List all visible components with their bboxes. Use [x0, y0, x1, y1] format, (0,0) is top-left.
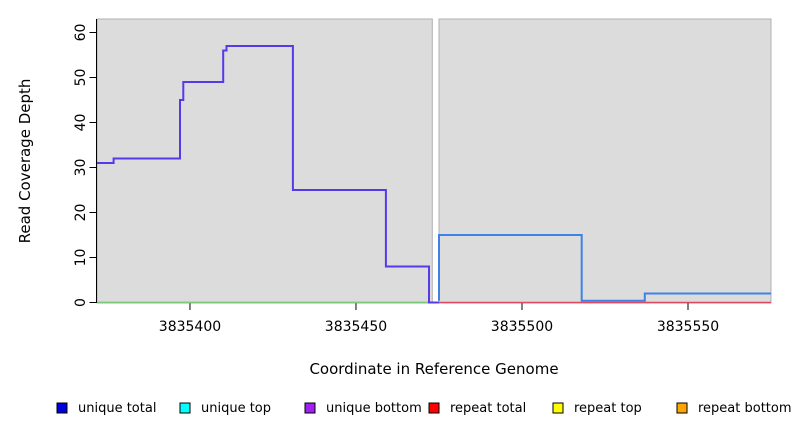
panel-right-region [438, 18, 772, 304]
x-tick-label: 3835400 [159, 319, 221, 335]
x-tick-label: 3835550 [657, 319, 719, 335]
y-tick-label: 40 [73, 114, 89, 132]
legend-label-unique-top: unique top [201, 401, 271, 416]
legend-swatch-repeat-top [552, 402, 564, 414]
series-left-region-coverage [97, 45, 439, 304]
x-axis-title: Coordinate in Reference Genome [309, 360, 558, 378]
legend-label-repeat-total: repeat total [450, 401, 526, 416]
legend-swatch-unique-total [56, 402, 68, 414]
legend-swatch-unique-bottom [304, 402, 316, 414]
x-tick-label: 3835450 [325, 319, 387, 335]
legend-swatch-repeat-bottom [676, 402, 688, 414]
panel-left-region [96, 18, 433, 304]
legend-label-unique-total: unique total [78, 401, 156, 416]
y-tick-label: 30 [73, 159, 89, 177]
axes: 0 10 20 30 40 50 60 3835400 3835450 3835500 383555… [73, 19, 719, 335]
x-tick-label: 3835500 [491, 319, 553, 335]
data-series [97, 45, 771, 304]
legend-swatch-repeat-total [428, 402, 440, 414]
y-tick-label: 50 [73, 69, 89, 87]
legend-swatch-unique-top [179, 402, 191, 414]
y-tick-label: 60 [73, 24, 89, 42]
legend-label-unique-bottom: unique bottom [326, 401, 422, 416]
y-tick-label: 20 [73, 204, 89, 222]
y-tick-label: 0 [73, 298, 89, 307]
y-axis-title: Read Coverage Depth [16, 79, 34, 244]
series-right-region-coverage [438, 234, 771, 302]
legend-label-repeat-bottom: repeat bottom [698, 401, 792, 416]
legend: unique total unique top unique bottom repea… [56, 401, 792, 416]
legend-label-repeat-top: repeat top [574, 401, 642, 416]
plot-panels [96, 18, 772, 304]
y-tick-label: 10 [73, 249, 89, 267]
